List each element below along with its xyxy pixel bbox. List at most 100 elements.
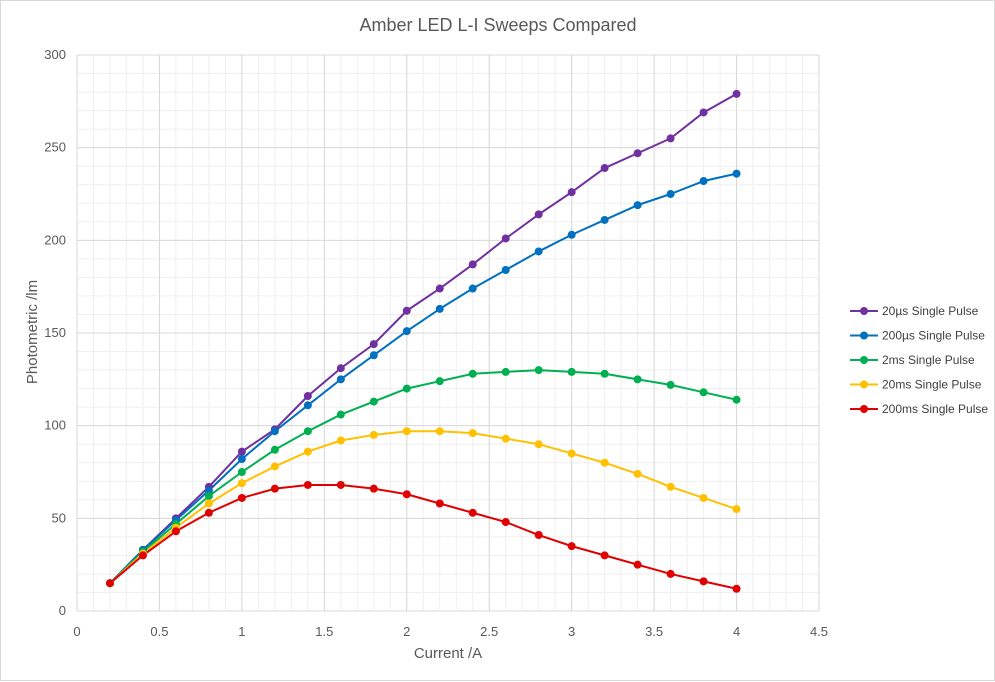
legend-item-4: 200ms Single Pulse (850, 402, 988, 416)
data-point-2 (666, 380, 675, 389)
data-point-3 (204, 499, 213, 508)
data-point-4 (567, 542, 576, 551)
data-point-0 (237, 447, 246, 456)
data-point-3 (237, 479, 246, 488)
data-point-1 (732, 169, 741, 178)
data-point-1 (567, 230, 576, 239)
data-point-4 (666, 569, 675, 578)
data-point-4 (402, 490, 411, 499)
data-point-0 (699, 108, 708, 117)
data-point-4 (468, 508, 477, 517)
data-point-4 (435, 499, 444, 508)
data-point-2 (567, 367, 576, 376)
data-point-2 (699, 388, 708, 397)
legend-item-2: 2ms Single Pulse (850, 353, 975, 367)
data-point-3 (633, 469, 642, 478)
data-point-1 (633, 201, 642, 210)
data-point-2 (402, 384, 411, 393)
series-line-1 (109, 172, 737, 584)
data-point-3 (567, 449, 576, 458)
data-point-4 (732, 584, 741, 593)
data-point-1 (699, 177, 708, 186)
data-point-0 (732, 89, 741, 98)
data-point-4 (303, 480, 312, 489)
data-point-0 (633, 149, 642, 158)
legend-label: 20µs Single Pulse (882, 304, 979, 318)
data-point-1 (402, 327, 411, 336)
data-point-1 (237, 455, 246, 464)
data-point-3 (468, 429, 477, 438)
legend-marker (860, 405, 868, 413)
data-point-3 (402, 427, 411, 436)
data-point-2 (600, 369, 609, 378)
x-tick-label: 0.5 (150, 624, 168, 639)
data-point-1 (204, 486, 213, 495)
data-point-1 (435, 304, 444, 313)
data-point-3 (369, 430, 378, 439)
data-point-0 (600, 164, 609, 173)
data-point-1 (534, 247, 543, 256)
data-point-4 (138, 551, 147, 560)
data-point-4 (105, 579, 114, 588)
x-tick-label: 3.5 (645, 624, 663, 639)
data-point-2 (435, 377, 444, 386)
data-point-2 (468, 369, 477, 378)
legend-label: 20ms Single Pulse (882, 378, 982, 392)
y-tick-label: 100 (44, 418, 66, 433)
series-line-4 (109, 483, 737, 590)
data-point-1 (600, 215, 609, 224)
series-line-2 (109, 369, 737, 584)
legend-label: 200µs Single Pulse (882, 329, 985, 343)
data-point-2 (336, 410, 345, 419)
data-point-3 (600, 458, 609, 467)
data-point-0 (402, 306, 411, 315)
data-point-2 (204, 492, 213, 501)
data-point-4 (633, 560, 642, 569)
tick-labels: 0 0.5 1 1.5 2 2.5 3 3.5 4 4.5 0 50 100 150 200 250 300 (44, 47, 828, 639)
data-point-3 (699, 493, 708, 502)
data-point-3 (336, 436, 345, 445)
data-point-1 (666, 190, 675, 198)
data-point-4 (699, 577, 708, 586)
data-point-2 (633, 375, 642, 384)
data-point-1 (501, 265, 510, 274)
data-point-0 (534, 210, 543, 219)
y-tick-label: 50 (52, 510, 66, 525)
data-point-2 (369, 397, 378, 406)
legend-label: 200ms Single Pulse (882, 402, 988, 416)
data-point-0 (666, 134, 675, 143)
x-axis-title: Current /A (414, 645, 482, 662)
data-point-4 (600, 551, 609, 560)
x-tick-label: 4 (733, 624, 740, 639)
data-point-4 (534, 531, 543, 540)
data-point-1 (270, 427, 279, 436)
legend-item-3: 20ms Single Pulse (850, 378, 982, 392)
y-tick-label: 150 (44, 325, 66, 340)
data-point-3 (270, 462, 279, 471)
data-point-2 (534, 366, 543, 375)
series-layer (105, 89, 741, 593)
chart-title: Amber LED L-I Sweeps Compared (359, 15, 636, 35)
series-line-0 (109, 93, 738, 584)
data-point-3 (303, 447, 312, 456)
legend-marker (860, 380, 868, 389)
data-point-0 (567, 188, 576, 197)
legend-marker (860, 331, 868, 340)
data-point-3 (435, 427, 444, 436)
legend-item-0: 20µs Single Pulse (850, 304, 979, 318)
legend-item-1: 200µs Single Pulse (850, 329, 985, 343)
data-point-2 (303, 427, 312, 436)
y-tick-label: 200 (44, 232, 66, 247)
x-tick-label: 0 (73, 624, 80, 639)
legend: 20µs Single Pulse 200µs Single Pulse 2ms S… (850, 304, 988, 416)
y-axis-title: Photometric /lm (24, 280, 41, 384)
data-point-2 (732, 395, 741, 404)
y-tick-label: 250 (44, 140, 66, 155)
x-tick-label: 2.5 (480, 624, 498, 639)
data-point-0 (468, 260, 477, 269)
data-point-4 (501, 518, 510, 527)
x-tick-label: 1 (238, 624, 245, 639)
data-point-2 (270, 445, 279, 454)
